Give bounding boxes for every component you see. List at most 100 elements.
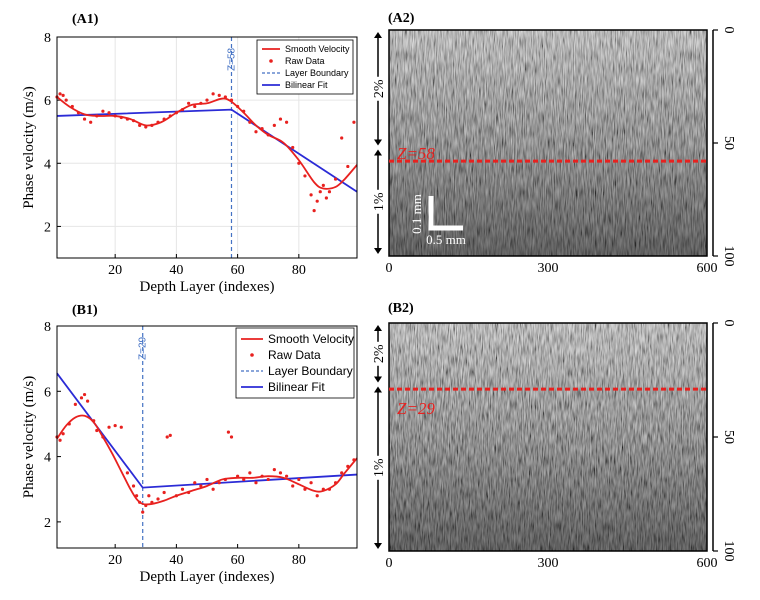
y-tick-label-a1: 8	[44, 31, 51, 46]
y-axis-label-b1: Phase velocity (m/s)	[21, 376, 37, 498]
panel-label-b2: (B2)	[388, 301, 414, 316]
oct-depth-shade-a2	[389, 30, 707, 256]
raw-data-point-a1	[272, 123, 276, 127]
raw-data-point-b1	[61, 432, 65, 436]
x-tick-label-a1: 20	[108, 263, 122, 278]
right-axis-tick-label-a2: 0	[721, 27, 736, 34]
raw-data-point-b1	[309, 481, 313, 485]
raw-data-point-b1	[278, 471, 283, 475]
chart-b1: 20 40 60 80 2 4 6 8 Depth Layer (indexes) Phase v…	[21, 320, 358, 585]
raw-data-point-b1	[82, 392, 87, 397]
raw-data-point-b1	[266, 477, 270, 482]
x-axis-label-b1: Depth Layer (indexes)	[140, 569, 275, 585]
raw-data-point-b1	[297, 477, 301, 482]
boundary-label-b2: Z=29	[397, 399, 435, 418]
raw-data-point-b1	[193, 481, 197, 485]
legend-b1: Smooth Velocity Raw Data Layer Boundary Bil…	[235, 327, 355, 399]
raw-data-point-b1	[229, 435, 234, 439]
image-panel-a2	[388, 29, 708, 257]
x-tick-label-b2: 300	[538, 556, 559, 571]
raw-data-point-a1	[291, 145, 295, 150]
x-tick-label-a1: 80	[292, 263, 306, 278]
legend-a1: Smooth Velocity Raw Data Layer Boundary Bil…	[256, 39, 354, 95]
raw-data-point-b1	[73, 402, 77, 406]
raw-data-point-b1	[199, 484, 203, 488]
y-tick-label-a1: 4	[44, 157, 51, 172]
side-arrow-head-bottom-b2	[374, 376, 382, 383]
raw-data-point-b1	[147, 494, 151, 498]
raw-data-point-a1	[284, 120, 289, 124]
smooth-velocity-line-b1	[56, 414, 358, 506]
legend-label-layer-boundary-a1: Layer Boundary	[285, 68, 349, 78]
raw-data-point-b1	[162, 490, 166, 495]
y-tick-label-b1: 6	[44, 385, 51, 400]
legend-symbol-raw-b1	[250, 353, 254, 357]
boundary-label-a2: Z=58	[397, 144, 435, 163]
raw-data-point-a1	[187, 101, 191, 105]
x-tick-label-b2: 0	[386, 556, 393, 571]
legend-label-bilinear-fit-a1: Bilinear Fit	[285, 80, 328, 90]
raw-data-point-a1	[248, 120, 252, 124]
raw-data-point-b1	[125, 471, 130, 475]
raw-data-point-b1	[284, 474, 289, 478]
raw-data-point-b1	[254, 481, 258, 485]
raw-data-point-b1	[340, 471, 344, 475]
side-arrow-head-top-a2	[374, 149, 382, 156]
right-axis-tick-label-b2: 0	[721, 320, 736, 327]
raw-data-point-b1	[226, 430, 231, 434]
raw-data-point-a1	[82, 117, 87, 121]
raw-data-point-b1	[107, 425, 111, 429]
side-arrow-head-bottom-a2	[374, 139, 382, 146]
legend-label-smooth-velocity-b1: Smooth Velocity	[268, 332, 354, 346]
x-tick-label-b2: 600	[697, 556, 718, 571]
x-tick-label-a2: 0	[386, 261, 393, 276]
y-tick-label-a1: 2	[44, 220, 51, 235]
raw-data-point-a1	[303, 174, 307, 178]
right-axis-tick-label-b2: 50	[721, 430, 736, 444]
right-axis-tick-label-a2: 50	[721, 136, 736, 150]
raw-data-point-a1	[321, 183, 325, 187]
legend-label-smooth-velocity-a1: Smooth Velocity	[285, 44, 350, 54]
panel-label-a2: (A2)	[388, 11, 415, 26]
legend-label-layer-boundary-b1: Layer Boundary	[268, 364, 353, 378]
raw-data-point-b1	[291, 484, 295, 488]
raw-data-point-b1	[86, 399, 90, 403]
y-tick-label-b1: 2	[44, 516, 51, 531]
x-tick-label-b1: 20	[108, 553, 122, 568]
raw-data-point-a1	[107, 111, 111, 115]
raw-data-point-b1	[119, 425, 123, 429]
raw-data-point-a1	[205, 98, 209, 102]
x-axis-label-a1: Depth Layer (indexes)	[140, 279, 275, 295]
side-arrow-head-top-a2	[374, 32, 382, 38]
raw-data-point-a1	[312, 209, 316, 213]
panel-label-a1: (A1)	[72, 12, 99, 27]
side-label-bg-b2	[370, 341, 386, 366]
raw-data-point-b1	[217, 481, 221, 485]
raw-data-point-a1	[89, 120, 93, 124]
x-tick-label-a2: 300	[538, 261, 559, 276]
side-label-b2: 1%	[372, 458, 387, 477]
raw-data-point-b1	[131, 484, 136, 488]
raw-data-point-a1	[315, 199, 319, 203]
raw-data-point-a1	[101, 109, 105, 113]
right-axis-tick-label-a2: 100	[721, 246, 736, 267]
y-axis-label-a1: Phase velocity (m/s)	[21, 86, 37, 208]
panel-label-b1: (B1)	[72, 303, 98, 318]
chart-a1: 20 40 60 80 2 4 6 8 Depth Layer (indexes) Phase v…	[21, 31, 358, 295]
raw-data-point-b1	[95, 428, 99, 433]
raw-data-point-a1	[340, 136, 344, 140]
raw-data-point-b1	[156, 497, 160, 501]
raw-data-point-b1	[58, 438, 62, 442]
raw-data-point-a1	[346, 164, 350, 169]
raw-data-point-a1	[309, 193, 313, 197]
boundary-label-a1: Z=58	[226, 47, 237, 71]
raw-data-point-b1	[205, 477, 209, 482]
side-arrow-head-top-b2	[374, 386, 382, 393]
x-tick-label-a1: 40	[169, 263, 183, 278]
raw-data-point-b1	[272, 468, 276, 472]
raw-data-point-b1	[180, 487, 185, 491]
oct-depth-shade-b2	[389, 323, 707, 551]
scale-bar-horizontal-label-a2: 0.5 mm	[426, 232, 466, 247]
overlay-a2: Z=58 0 300 600 0 50 100 2% 1% 0.1 mm0.5 mm	[370, 27, 736, 276]
